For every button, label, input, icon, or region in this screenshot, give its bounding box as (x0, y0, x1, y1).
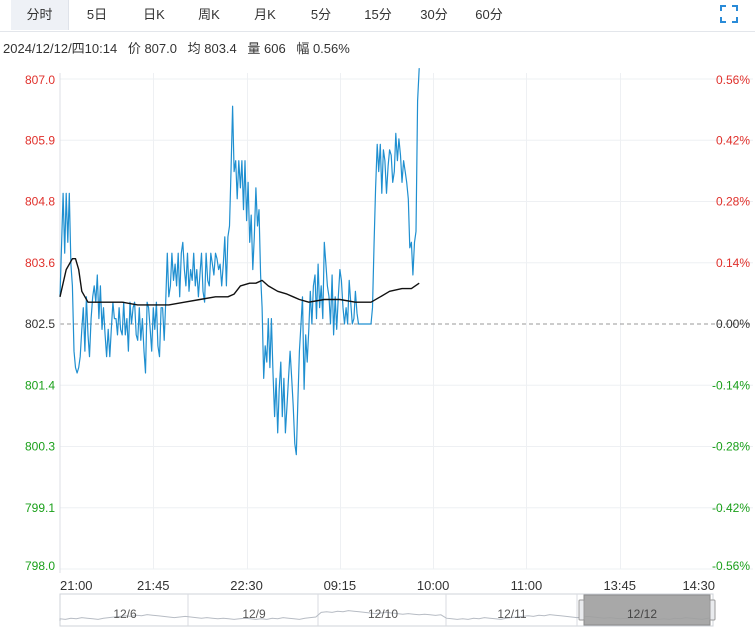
navigator-date-label: 12/12 (627, 607, 657, 621)
x-tick-label: 09:15 (324, 578, 357, 593)
y-tick-label-right: 0.14% (716, 256, 750, 270)
quote-price: 价 807.0 (127, 41, 177, 56)
tab-intraday[interactable]: 分时 (11, 0, 69, 30)
navigator-date-label: 12/11 (497, 607, 526, 621)
period-tabs: 分时 5日 日K 周K 月K 5分 15分 30分 60分 (0, 0, 755, 32)
y-tick-label-right: -0.42% (712, 501, 750, 515)
price-line (59, 68, 420, 456)
y-tick-label-left: 803.6 (25, 256, 55, 270)
y-tick-label-left: 805.9 (25, 133, 55, 147)
average-price-line (59, 258, 420, 306)
y-tick-label-left: 800.3 (25, 440, 55, 454)
y-tick-label-right: 0.56% (716, 73, 750, 87)
y-tick-label-right: 0.42% (716, 133, 750, 147)
y-tick-label-left: 802.5 (25, 317, 55, 331)
y-tick-label-right: 0.00% (716, 317, 750, 331)
y-tick-label-left: 801.4 (25, 378, 55, 392)
y-tick-label-left: 798.0 (25, 559, 55, 573)
quote-change: 幅 0.56% (296, 41, 350, 56)
x-tick-label: 22:30 (230, 578, 263, 593)
quote-average: 均 803.4 (187, 41, 237, 56)
x-tick-label: 21:45 (137, 578, 170, 593)
tab-weekly-k[interactable]: 周K (198, 7, 220, 22)
fullscreen-icon[interactable] (719, 4, 739, 24)
y-tick-label-right: -0.56% (712, 559, 750, 573)
quote-volume: 量 606 (247, 41, 286, 56)
y-tick-label-right: -0.14% (712, 378, 750, 392)
navigator-date-label: 12/10 (368, 607, 398, 621)
navigator-handle-right[interactable] (709, 599, 716, 621)
tab-30min[interactable]: 30分 (420, 7, 448, 22)
x-tick-label: 10:00 (417, 578, 450, 593)
x-tick-label: 14:30 (682, 578, 715, 593)
quote-datetime: 2024/12/12/四10:14 (3, 41, 118, 56)
tab-60min[interactable]: 60分 (475, 7, 503, 22)
intraday-chart[interactable]: 807.0 0.56% 805.9 0.42% 804.8 0.28% 803.6 0.14%… (0, 60, 755, 629)
tab-15min[interactable]: 15分 (364, 7, 392, 22)
y-tick-label-right: 0.28% (716, 195, 750, 209)
y-tick-label-left: 799.1 (25, 501, 55, 515)
tab-5day[interactable]: 5日 (86, 7, 108, 22)
y-tick-label-right: -0.28% (712, 440, 750, 454)
navigator-handle-left[interactable] (578, 599, 585, 621)
quote-info-bar: 2024/12/12/四10:14 价 807.0 均 803.4 量 606 … (3, 38, 357, 57)
navigator-date-label: 12/9 (242, 607, 266, 621)
x-tick-label: 21:00 (60, 578, 93, 593)
tab-daily-k[interactable]: 日K (143, 7, 165, 22)
y-tick-label-left: 804.8 (25, 195, 55, 209)
navigator-date-label: 12/6 (113, 607, 137, 621)
tab-monthly-k[interactable]: 月K (254, 7, 276, 22)
x-tick-label: 13:45 (603, 578, 636, 593)
tab-5min[interactable]: 5分 (310, 7, 332, 22)
y-tick-label-left: 807.0 (25, 73, 55, 87)
x-tick-label: 11:00 (511, 578, 543, 593)
